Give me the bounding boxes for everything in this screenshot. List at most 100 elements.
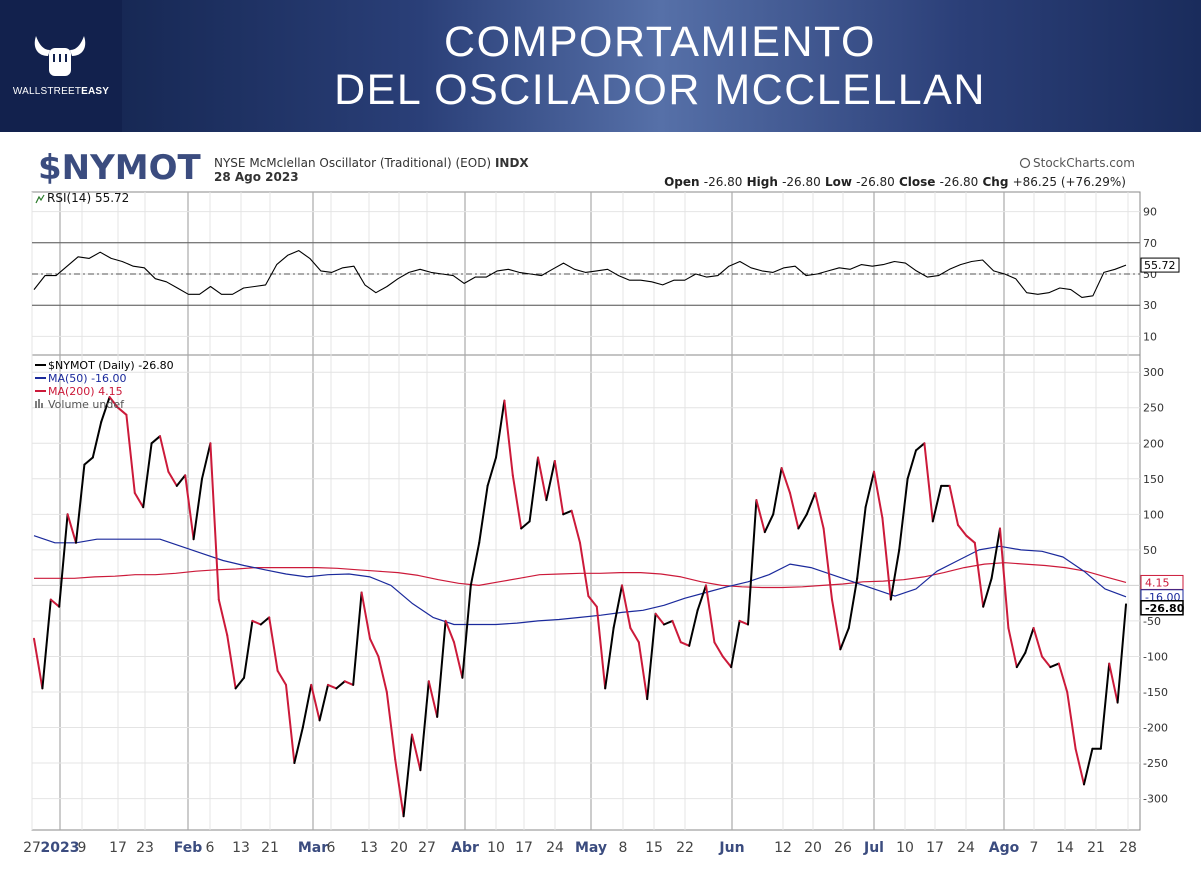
ohlc-value: -26.80 (856, 175, 895, 189)
price-segment (436, 619, 447, 718)
price-segment (125, 413, 136, 494)
ohlc-label: Low (821, 175, 856, 189)
price-segment (637, 641, 649, 701)
ohlc-label: Open (664, 175, 704, 189)
price-segment (377, 655, 388, 693)
ohlc-readout: Open -26.80 High -26.80 Low -26.80 Close… (664, 175, 1126, 189)
price-segment (1024, 627, 1035, 654)
legend-text: $NYMOT (Daily) -26.80 (48, 359, 174, 372)
price-segment (427, 680, 439, 718)
price-segment (419, 680, 430, 772)
mcclellan-chart: $NYMOT NYSE McMclellan Oscillator (Tradi… (23, 148, 1185, 856)
price-tick-label: 150 (1143, 473, 1164, 486)
price-segment (301, 683, 313, 729)
price-segment (570, 509, 581, 544)
price-segment (318, 683, 329, 722)
source-label[interactable]: StockCharts.com (1019, 156, 1135, 170)
price-tick-label: 200 (1143, 437, 1164, 450)
price-segment (537, 456, 548, 502)
price-segment (444, 619, 455, 644)
x-tick-label: Jul (863, 840, 884, 856)
x-tick-label: May (575, 840, 607, 856)
price-segment (511, 474, 523, 530)
price-segment (730, 619, 741, 669)
x-tick-label: 13 (360, 840, 378, 856)
price-segment (1049, 662, 1060, 669)
rsi-line (33, 250, 1127, 298)
price-tick-label: -250 (1143, 757, 1168, 770)
legend-text: Volume undef (48, 398, 125, 411)
rsi-legend-text: RSI(14) 55.72 (47, 191, 129, 205)
price-segment (335, 680, 346, 690)
price-segment (898, 477, 909, 551)
price-segment (713, 641, 724, 658)
price-segment (587, 595, 598, 608)
price-segment (957, 524, 968, 537)
x-tick-label: 6 (327, 840, 336, 856)
price-segment (965, 534, 976, 544)
price-segment (478, 484, 489, 544)
price-segment (259, 616, 271, 626)
price-segment (184, 474, 195, 541)
x-tick-label: 15 (645, 840, 663, 856)
price-segment (486, 456, 497, 487)
price-segment (780, 467, 791, 494)
price-segment (738, 619, 749, 626)
rsi-tick-label: 70 (1143, 237, 1157, 250)
price-tick-label: 300 (1143, 366, 1164, 379)
price-segment (285, 683, 296, 764)
price-segment (973, 541, 985, 608)
price-segment (201, 442, 212, 480)
price-segment (1015, 651, 1027, 669)
price-segment (612, 584, 623, 629)
value-tag-text: -26.80 (1145, 602, 1185, 615)
price-segment (671, 619, 682, 644)
price-segment (369, 637, 380, 658)
price-segment (276, 669, 287, 686)
x-tick-label: 20 (804, 840, 822, 856)
price-layer (33, 396, 1127, 818)
price-segment (763, 513, 775, 534)
price-segment (150, 435, 161, 445)
legend-item: Volume undef (35, 398, 125, 411)
title-line-2: DEL OSCILADOR MCCLELLAN (334, 66, 986, 114)
price-tick-label: -200 (1143, 722, 1168, 735)
title-line-1: COMPORTAMIENTO (444, 18, 876, 66)
x-tick-label: 27 (23, 840, 41, 856)
legend-item: MA(50) -16.00 (35, 372, 127, 385)
rsi-legend: RSI(14) 55.72 (35, 191, 129, 205)
price-segment (268, 616, 279, 672)
x-tick-label: 17 (109, 840, 127, 856)
price-segment (469, 541, 481, 587)
price-segment (847, 577, 859, 629)
price-segment (226, 634, 237, 690)
x-tick-label: 14 (1056, 840, 1074, 856)
value-tag (1140, 600, 1184, 616)
price-segment (293, 726, 304, 764)
price-segment (1066, 691, 1077, 750)
price-segment (579, 541, 590, 598)
rsi-tick-label: 10 (1143, 330, 1157, 343)
price-segment (453, 641, 464, 679)
x-tick-label: 23 (136, 840, 154, 856)
price-segment (553, 460, 565, 516)
price-segment (873, 470, 884, 519)
price-segment (66, 513, 77, 544)
price-segment (789, 492, 800, 530)
value-tag-text: 4.15 (1145, 576, 1170, 589)
price-segment (747, 499, 758, 626)
x-tick-label: Abr (451, 840, 479, 856)
x-tick-label: 13 (232, 840, 250, 856)
logo[interactable]: WALLSTREETEASY (0, 0, 122, 132)
price-segment (915, 442, 926, 452)
price-segment (679, 641, 691, 647)
price-segment (1057, 662, 1069, 693)
ohlc-value: -26.80 (782, 175, 821, 189)
price-segment (1116, 603, 1127, 704)
price-segment (1099, 662, 1111, 750)
price-segment (906, 449, 917, 480)
price-tick-label: -300 (1143, 793, 1168, 806)
price-segment (982, 577, 993, 608)
price-segment (394, 758, 405, 818)
ohlc-label: Close (895, 175, 940, 189)
